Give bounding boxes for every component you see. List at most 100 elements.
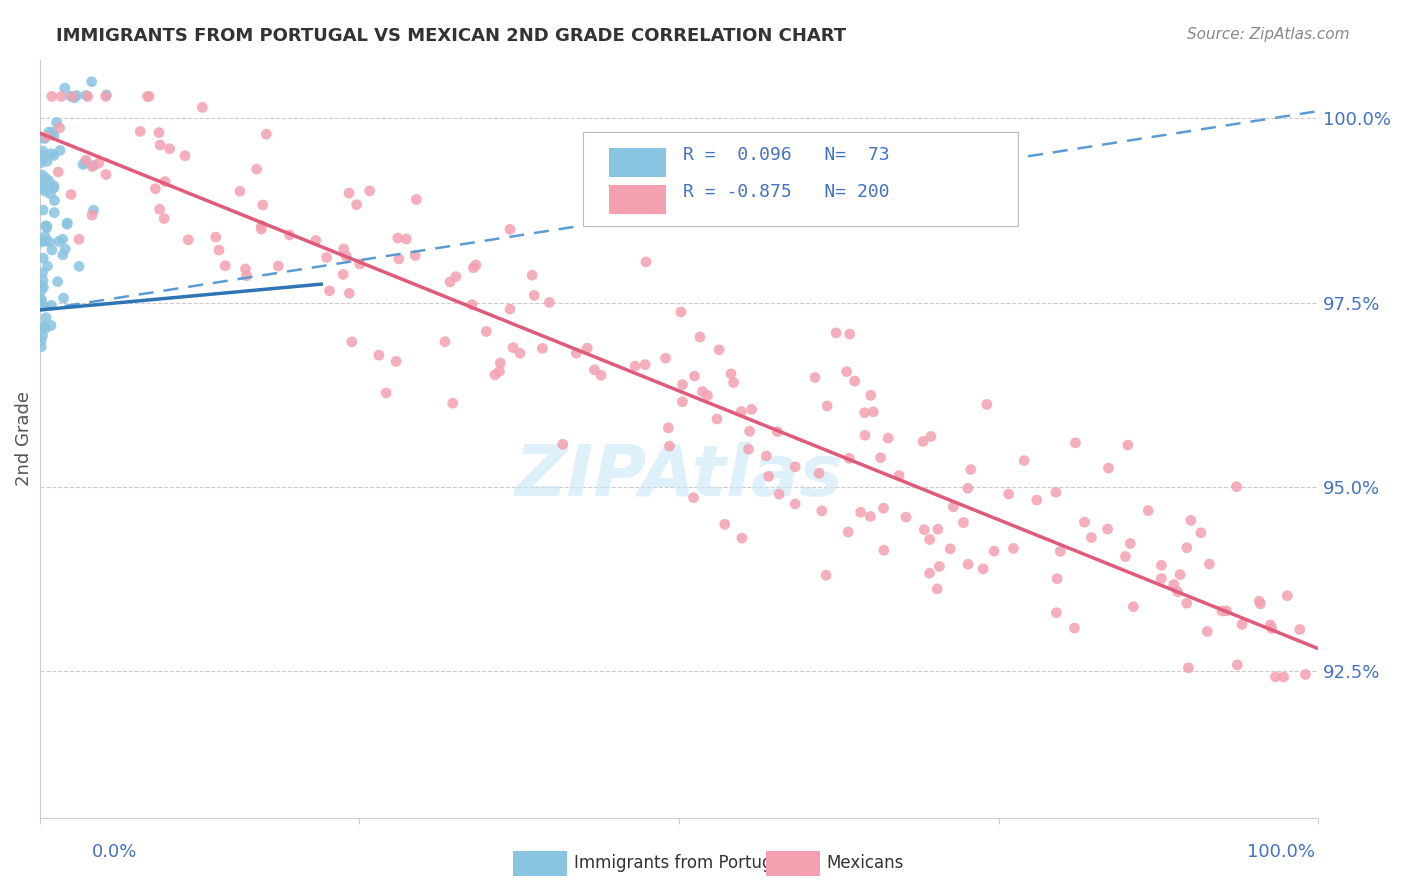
Point — [37, 259, 59, 273]
Point — [30, 340, 52, 354]
Point — [1073, 515, 1095, 529]
Text: R = -0.875   N= 200: R = -0.875 N= 200 — [683, 183, 890, 201]
Point — [1277, 589, 1299, 603]
Point — [59, 89, 82, 103]
Point — [873, 543, 896, 558]
Point — [37, 154, 59, 169]
Point — [707, 343, 730, 357]
Point — [887, 468, 910, 483]
Point — [785, 497, 807, 511]
Point — [45, 115, 67, 129]
Point — [972, 562, 994, 576]
Point — [42, 148, 65, 162]
Point — [731, 531, 754, 545]
Point — [657, 421, 679, 435]
Point — [46, 165, 69, 179]
Point — [31, 266, 53, 280]
FancyBboxPatch shape — [583, 132, 1018, 227]
Point — [34, 131, 56, 145]
Point — [75, 155, 97, 169]
Point — [808, 467, 831, 481]
Point — [41, 89, 63, 103]
Point — [1150, 572, 1173, 586]
Point — [1064, 435, 1087, 450]
Point — [349, 257, 371, 271]
Point — [706, 412, 728, 426]
Point — [235, 262, 257, 277]
Point — [1180, 513, 1202, 527]
Point — [1063, 621, 1085, 635]
Point — [877, 431, 900, 445]
Point — [32, 274, 55, 288]
Point — [741, 402, 763, 417]
Point — [94, 168, 117, 182]
Point — [444, 269, 467, 284]
Point — [463, 260, 485, 275]
Point — [1225, 480, 1247, 494]
Point — [804, 370, 827, 384]
Point — [589, 368, 612, 383]
Point — [785, 459, 807, 474]
Point — [31, 144, 53, 158]
Point — [80, 160, 103, 174]
Point — [42, 181, 65, 195]
Point — [41, 243, 63, 257]
Point — [149, 138, 172, 153]
Point — [1119, 536, 1142, 550]
Point — [39, 146, 62, 161]
Point — [696, 388, 718, 402]
Point — [250, 219, 273, 233]
Point — [38, 235, 60, 249]
Point — [853, 406, 876, 420]
Point — [31, 175, 53, 189]
Point — [177, 233, 200, 247]
Point — [475, 325, 498, 339]
Point — [959, 462, 981, 476]
Point — [30, 334, 52, 348]
Point — [30, 278, 52, 293]
Point — [30, 235, 52, 249]
Point — [523, 288, 546, 302]
Bar — [609, 185, 666, 213]
Point — [634, 255, 657, 269]
Point — [136, 89, 159, 103]
Point — [576, 341, 599, 355]
Point — [83, 203, 105, 218]
Point — [720, 367, 742, 381]
Point — [531, 342, 554, 356]
Point — [1264, 670, 1286, 684]
Point — [1211, 604, 1233, 618]
Point — [34, 234, 56, 248]
Point — [318, 284, 340, 298]
Point — [1012, 453, 1035, 467]
Point — [60, 89, 83, 103]
Point — [368, 348, 391, 362]
Point — [32, 280, 55, 294]
Point — [31, 284, 53, 298]
Point — [404, 248, 426, 262]
Point — [755, 449, 778, 463]
Point — [42, 178, 65, 193]
Point — [838, 451, 860, 466]
Point — [654, 351, 676, 366]
Point — [671, 394, 693, 409]
Point — [32, 319, 55, 334]
Point — [52, 291, 75, 305]
Point — [63, 91, 86, 105]
Point — [692, 384, 714, 399]
Point — [44, 205, 66, 219]
Point — [912, 434, 935, 449]
Point — [76, 89, 98, 103]
Point — [738, 424, 761, 438]
Point — [1260, 621, 1282, 635]
Point — [31, 131, 53, 145]
Point — [713, 517, 735, 532]
Point — [1230, 617, 1253, 632]
Point — [30, 299, 52, 313]
Point — [174, 149, 197, 163]
Point — [1167, 584, 1189, 599]
Point — [862, 405, 884, 419]
Point — [72, 157, 94, 171]
Point — [853, 428, 876, 442]
Point — [928, 559, 950, 574]
